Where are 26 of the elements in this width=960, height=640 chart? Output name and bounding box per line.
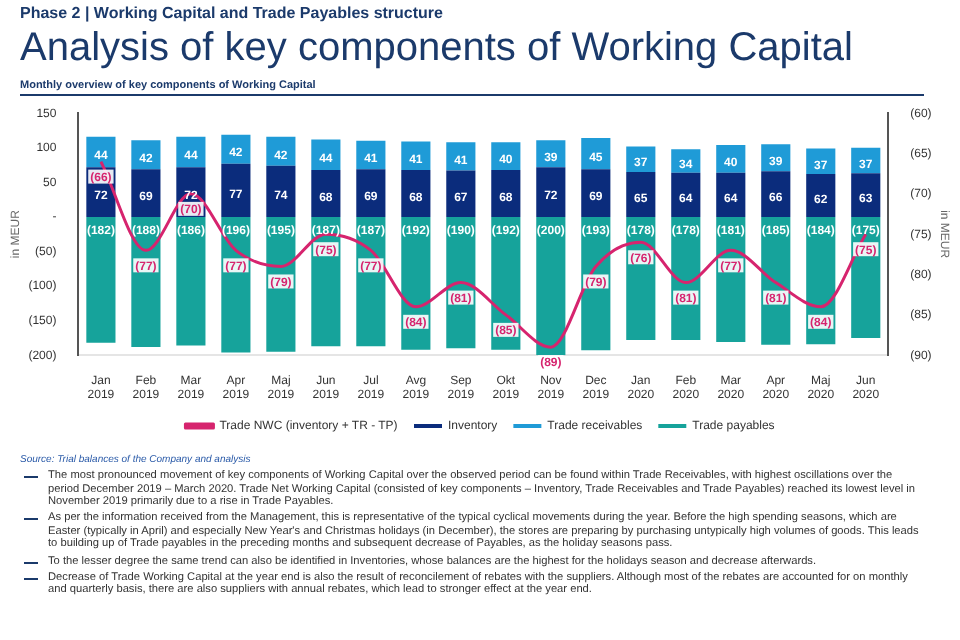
bar bbox=[266, 165, 296, 217]
chart-title: Analysis of key components of Working Capital bbox=[20, 26, 853, 72]
bar bbox=[806, 174, 836, 217]
bar bbox=[446, 170, 476, 217]
text: Phase 2 | Working Capital and Trade Payables structure bbox=[20, 4, 443, 22]
bar bbox=[806, 148, 836, 175]
bar bbox=[176, 216, 206, 346]
bar bbox=[311, 139, 341, 170]
bar bbox=[716, 172, 746, 217]
bar bbox=[536, 167, 566, 217]
bar bbox=[311, 169, 341, 217]
bar bbox=[446, 142, 476, 171]
bar bbox=[491, 142, 521, 170]
bar bbox=[581, 169, 611, 217]
bar bbox=[761, 171, 791, 217]
bar bbox=[491, 169, 521, 217]
bar bbox=[356, 169, 386, 217]
bar bbox=[401, 169, 431, 217]
bar bbox=[131, 169, 161, 217]
bar bbox=[536, 216, 566, 356]
bar bbox=[671, 172, 701, 217]
bar bbox=[86, 216, 116, 343]
bar bbox=[626, 146, 656, 172]
bar bbox=[851, 173, 881, 217]
bar bbox=[626, 171, 656, 217]
bar bbox=[221, 163, 251, 217]
